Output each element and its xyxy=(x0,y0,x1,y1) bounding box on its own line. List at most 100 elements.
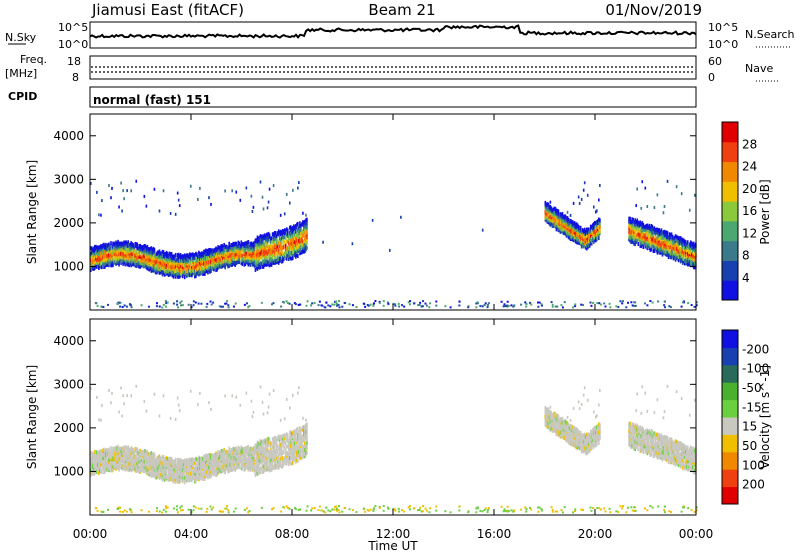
velocity-cell xyxy=(111,460,113,465)
power-cell xyxy=(589,301,592,304)
power-cell xyxy=(649,232,652,237)
power-cell xyxy=(631,232,633,237)
power-cell xyxy=(247,262,250,267)
power-cell xyxy=(635,222,638,227)
power-cell xyxy=(144,244,147,249)
power-cell xyxy=(104,250,106,255)
power-cell xyxy=(197,197,199,201)
power-cell xyxy=(195,274,197,279)
power-cell xyxy=(677,242,680,247)
velocity-cell xyxy=(212,457,214,462)
power-cell xyxy=(143,243,146,248)
velocity-cell xyxy=(134,466,137,471)
velocity-cell xyxy=(185,466,188,471)
power-cell xyxy=(224,244,226,249)
power-cell xyxy=(246,260,249,265)
power-cell xyxy=(654,234,657,239)
power-cell xyxy=(103,265,105,270)
power-cell xyxy=(568,231,571,236)
velocity-cell xyxy=(161,471,164,476)
power-cell xyxy=(298,231,300,236)
velocity-cell xyxy=(93,458,95,463)
velocity-cell xyxy=(223,455,225,460)
velocity-cell xyxy=(151,471,154,476)
power-cell xyxy=(230,257,232,262)
power-cell xyxy=(631,304,634,307)
power-cell xyxy=(106,253,108,258)
velocity-cell xyxy=(166,463,169,468)
velocity-cell xyxy=(103,470,105,475)
power-cell xyxy=(639,222,642,227)
power-cell xyxy=(245,251,248,256)
power-cell xyxy=(640,244,643,249)
power-cell xyxy=(206,260,208,265)
power-cell xyxy=(256,239,259,244)
power-cell xyxy=(677,236,680,241)
power-cell xyxy=(167,253,170,258)
velocity-cell xyxy=(201,464,203,469)
velocity-cell xyxy=(179,465,182,470)
velocity-cell xyxy=(98,463,100,468)
velocity-cell xyxy=(102,460,104,465)
power-cell xyxy=(241,247,244,252)
power-cell xyxy=(280,259,283,264)
power-cell xyxy=(162,257,165,262)
power-cell xyxy=(279,258,282,263)
power-cell xyxy=(593,229,596,234)
power-cell xyxy=(664,251,667,256)
power-cell xyxy=(378,300,381,303)
velocity-cell xyxy=(173,473,176,478)
power-cell xyxy=(94,260,96,265)
power-cell xyxy=(107,253,109,258)
velocity-cell xyxy=(198,476,200,481)
velocity-cell xyxy=(107,458,109,463)
power-cell xyxy=(128,252,130,257)
power-cell xyxy=(138,243,141,248)
power-cell xyxy=(259,251,262,256)
power-cell xyxy=(679,251,682,256)
power-cell xyxy=(91,246,93,251)
velocity-cell xyxy=(118,465,120,470)
power-cell xyxy=(292,229,294,234)
power-cell xyxy=(672,241,675,246)
power-cell xyxy=(250,194,253,198)
power-cell xyxy=(167,269,170,274)
velocity-cell xyxy=(229,458,231,463)
velocity-cell xyxy=(97,450,99,455)
power-cell xyxy=(265,238,268,243)
power-cell xyxy=(336,304,339,307)
velocity-cell xyxy=(176,458,179,463)
power-cell xyxy=(417,304,420,307)
power-cell xyxy=(192,255,194,260)
power-cell xyxy=(325,301,328,304)
velocity-cell xyxy=(96,395,98,399)
power-cell xyxy=(329,305,332,308)
power-cell xyxy=(118,241,120,246)
velocity-cell xyxy=(188,462,191,467)
power-cell xyxy=(280,230,283,235)
power-cell xyxy=(210,248,212,253)
power-cell xyxy=(216,267,218,272)
power-cell xyxy=(652,244,655,249)
power-cell xyxy=(679,236,682,241)
power-cell xyxy=(204,269,206,274)
power-cell xyxy=(195,270,197,275)
power-cell xyxy=(544,205,547,210)
velocity-cell xyxy=(147,463,150,468)
power-cell xyxy=(157,264,160,269)
velocity-cell xyxy=(93,451,95,456)
power-cell xyxy=(274,251,277,256)
power-cell xyxy=(130,261,133,266)
power-cell xyxy=(273,245,276,250)
power-cell xyxy=(288,246,291,251)
velocity-cell xyxy=(100,418,102,422)
power-cell xyxy=(288,230,291,235)
power-cell xyxy=(564,229,567,234)
power-cell xyxy=(151,251,154,256)
power-cell xyxy=(108,244,110,249)
power-cell xyxy=(481,305,484,308)
velocity-cell xyxy=(135,449,138,454)
power-cell xyxy=(187,264,190,269)
velocity-cell xyxy=(231,467,234,472)
velocity-cell xyxy=(117,450,119,455)
